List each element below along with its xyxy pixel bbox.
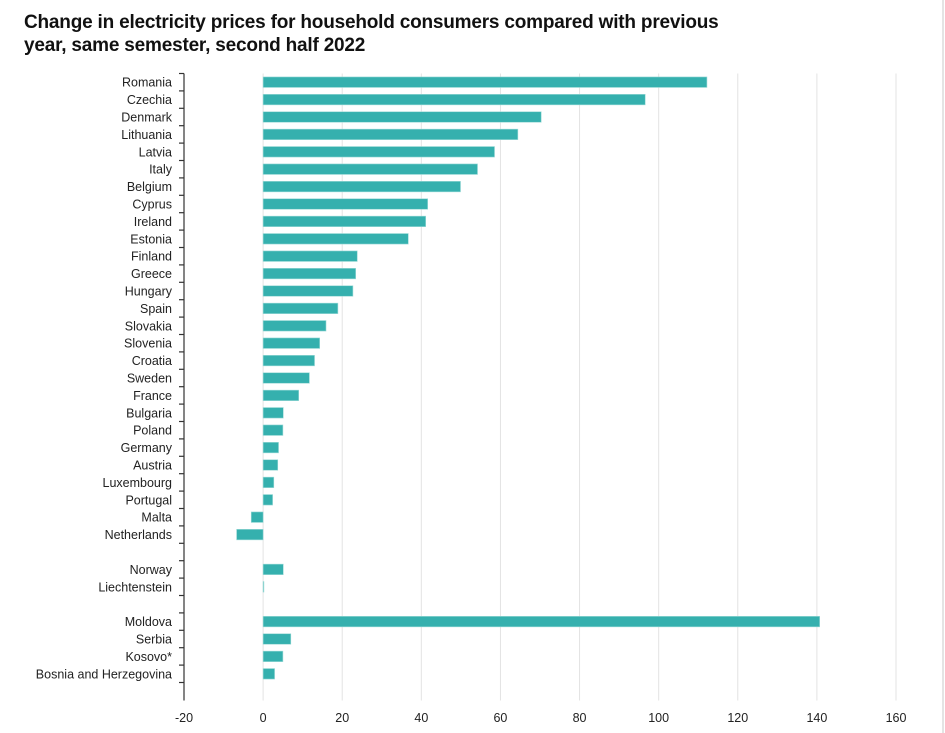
bar-norway [262, 563, 284, 575]
category-label: Cyprus [132, 198, 172, 212]
category-label: Serbia [136, 633, 172, 647]
x-tick-label: -20 [175, 711, 193, 725]
bar-netherlands [236, 529, 264, 541]
gridlines [262, 73, 897, 701]
bar-liechtenstein [262, 581, 265, 593]
bar-luxembourg [262, 476, 275, 488]
bar-cyprus [262, 198, 428, 210]
category-label: Luxembourg [103, 476, 173, 490]
category-label: Spain [140, 302, 172, 316]
category-label: Liechtenstein [98, 580, 172, 594]
category-label: Moldova [125, 615, 172, 629]
category-label: Croatia [132, 354, 172, 368]
x-tick-label: 140 [806, 711, 827, 725]
bar-greece [262, 268, 356, 280]
category-label: Romania [122, 76, 172, 90]
frame-border [942, 0, 944, 733]
category-label: Austria [133, 459, 172, 473]
bar-bulgaria [262, 407, 284, 419]
category-label: Slovakia [125, 319, 172, 333]
bar-ireland [262, 215, 426, 227]
x-tick-label: 100 [648, 711, 669, 725]
category-label: Netherlands [105, 528, 172, 542]
category-label: Czechia [127, 93, 172, 107]
x-tick-label: 40 [414, 711, 428, 725]
x-tick-label: 80 [573, 711, 587, 725]
bar-kosovo [262, 650, 284, 662]
category-label: Sweden [127, 372, 172, 386]
bar-slovenia [262, 337, 320, 349]
category-label: Estonia [130, 232, 172, 246]
bar-germany [262, 442, 279, 454]
bar-italy [262, 163, 478, 175]
x-tick-label: 20 [335, 711, 349, 725]
bar-serbia [262, 633, 292, 645]
bar-belgium [262, 181, 461, 193]
category-label: Italy [149, 163, 173, 177]
category-label: Greece [131, 267, 172, 281]
bars [236, 76, 820, 680]
category-label: Malta [141, 511, 172, 525]
x-axis: -20 0 20 40 60 80 100 120 140 160 [175, 711, 907, 725]
bar-lithuania [262, 128, 519, 140]
bar-latvia [262, 146, 495, 158]
bar-estonia [262, 233, 409, 245]
x-tick-label: 160 [886, 711, 907, 725]
category-label: Latvia [139, 145, 172, 159]
category-label: Bosnia and Herzegovina [36, 667, 172, 681]
bar-denmark [262, 111, 542, 123]
bar-portugal [262, 494, 273, 506]
category-label: Bulgaria [126, 406, 172, 420]
category-label: Germany [121, 441, 173, 455]
category-label: France [133, 389, 172, 403]
bar-croatia [262, 355, 315, 367]
x-tick-label: 0 [260, 711, 267, 725]
bar-moldova [262, 616, 820, 628]
category-label: Kosovo* [125, 650, 172, 664]
bar-romania [262, 76, 708, 88]
category-label: Poland [133, 424, 172, 438]
category-label: Finland [131, 250, 172, 264]
category-label: Denmark [121, 111, 172, 125]
y-axis: Romania Czechia Denmark Lithuania Latvia Ital… [36, 72, 185, 701]
bar-slovakia [262, 320, 327, 332]
bar-malta [250, 511, 264, 523]
bar-sweden [262, 372, 310, 384]
bar-poland [262, 424, 284, 436]
category-label: Ireland [134, 215, 172, 229]
bar-czechia [262, 94, 646, 106]
bar-bosnia-and-herzegovina [262, 668, 275, 680]
chart-title: Change in electricity prices for househo… [24, 12, 719, 56]
category-label: Lithuania [121, 128, 172, 142]
category-label: Norway [130, 563, 173, 577]
x-tick-label: 60 [493, 711, 507, 725]
category-label: Slovenia [124, 337, 172, 351]
bar-austria [262, 459, 279, 471]
bar-finland [262, 250, 358, 262]
category-label: Belgium [127, 180, 172, 194]
x-tick-label: 120 [727, 711, 748, 725]
bar-hungary [262, 285, 354, 297]
bar-spain [262, 302, 339, 314]
bar-france [262, 389, 300, 401]
category-label: Portugal [125, 493, 172, 507]
category-label: Hungary [125, 285, 173, 299]
